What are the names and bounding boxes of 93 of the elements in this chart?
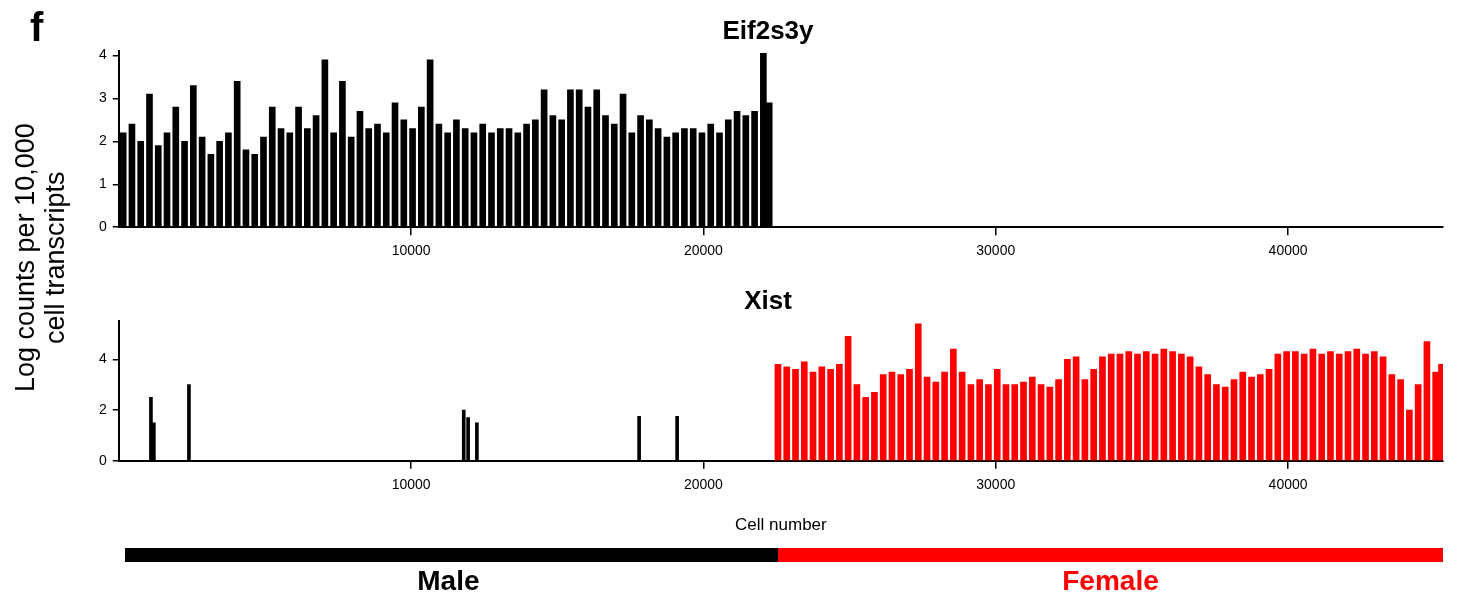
- bar: [1423, 341, 1431, 461]
- bar: [1099, 356, 1106, 461]
- bar: [1353, 348, 1361, 461]
- bar: [1151, 353, 1159, 461]
- bar: [1142, 351, 1150, 461]
- x-tick-label: 40000: [1268, 242, 1308, 259]
- bar: [1370, 351, 1378, 461]
- bar: [862, 397, 869, 461]
- x-tick-label: 20000: [683, 476, 724, 493]
- y-tick-label: 3: [98, 89, 107, 106]
- bar: [1160, 348, 1168, 461]
- bar: [871, 391, 878, 461]
- chart-title: Eif2s3y: [722, 14, 815, 45]
- bar: [792, 369, 799, 461]
- bar: [1046, 386, 1054, 461]
- bar: [879, 374, 887, 461]
- x-tick-label: 10000: [391, 242, 431, 259]
- bar: [1037, 384, 1045, 461]
- x-tick-label: 20000: [683, 242, 724, 259]
- bar: [827, 369, 834, 461]
- bar: [1064, 358, 1071, 461]
- bar: [1300, 353, 1308, 461]
- bar: [1309, 348, 1317, 461]
- x-tick-label: 30000: [976, 242, 1016, 259]
- bar: [985, 384, 992, 461]
- bar: [836, 364, 843, 461]
- bar: [1213, 384, 1220, 461]
- bar: [1283, 351, 1290, 461]
- bar: [914, 323, 922, 461]
- bar: [1406, 409, 1413, 461]
- y-tick-label: 2: [98, 400, 107, 417]
- bar: [1169, 351, 1176, 461]
- y-tick-label: 0: [98, 218, 107, 235]
- y-tick-label: 4: [98, 350, 107, 367]
- bar: [1230, 379, 1238, 461]
- bar: [941, 371, 948, 461]
- bar: [1028, 376, 1036, 461]
- bar: [1379, 356, 1387, 461]
- bar: [1204, 374, 1212, 461]
- bar: [1090, 369, 1098, 461]
- x-tick-label: 10000: [391, 476, 431, 493]
- y-tick-label: 2: [98, 132, 107, 149]
- bar: [1292, 351, 1299, 461]
- bar: [1055, 379, 1062, 461]
- y-tick-label: 1: [98, 175, 107, 192]
- chart-title: Xist: [744, 284, 793, 315]
- bar: [1081, 379, 1089, 461]
- bar: [1397, 379, 1404, 461]
- bar: [1414, 384, 1422, 461]
- bar: [1318, 353, 1326, 461]
- x-tick-label: 40000: [1268, 476, 1308, 493]
- bar: [897, 374, 905, 461]
- bar: [1274, 353, 1282, 461]
- text: Female: [1061, 565, 1160, 597]
- bar: [1256, 374, 1264, 461]
- bar: [1344, 351, 1352, 461]
- text: Male: [416, 565, 481, 597]
- bar: [1248, 376, 1255, 461]
- bar: [818, 366, 826, 461]
- bar: [1186, 356, 1194, 461]
- bar: [1221, 386, 1229, 461]
- bar: [1134, 353, 1141, 461]
- x-axis-title: Cell number: [735, 515, 828, 535]
- bar: [853, 384, 861, 461]
- bar: [1011, 384, 1019, 461]
- bar: [1178, 353, 1185, 461]
- bar: [1020, 381, 1027, 461]
- bar: [1388, 374, 1396, 461]
- bar: [783, 366, 791, 461]
- y-axis-title: Log counts per 10,000 cell transcripts: [10, 122, 71, 395]
- bar: [906, 369, 913, 461]
- bar: [1107, 353, 1115, 461]
- bar: [967, 384, 975, 461]
- bar: [993, 369, 1001, 461]
- bar: [1327, 351, 1334, 461]
- bar: [1265, 369, 1273, 461]
- bar: [844, 336, 852, 461]
- x-tick-label: 30000: [976, 476, 1016, 493]
- bar: [1002, 384, 1010, 461]
- text: f: [30, 5, 44, 50]
- bar: [950, 348, 957, 461]
- y-tick-label: 4: [98, 46, 107, 63]
- bar: [1239, 371, 1247, 461]
- bar: [976, 379, 983, 461]
- bar: [1072, 356, 1080, 461]
- bar: [774, 364, 782, 461]
- bar: [1125, 351, 1133, 461]
- bar: [1335, 353, 1343, 461]
- bar: [1116, 353, 1124, 461]
- bar: [800, 361, 808, 461]
- bar: [1362, 353, 1369, 461]
- bar: [932, 381, 940, 461]
- y-tick-label: 0: [98, 451, 107, 468]
